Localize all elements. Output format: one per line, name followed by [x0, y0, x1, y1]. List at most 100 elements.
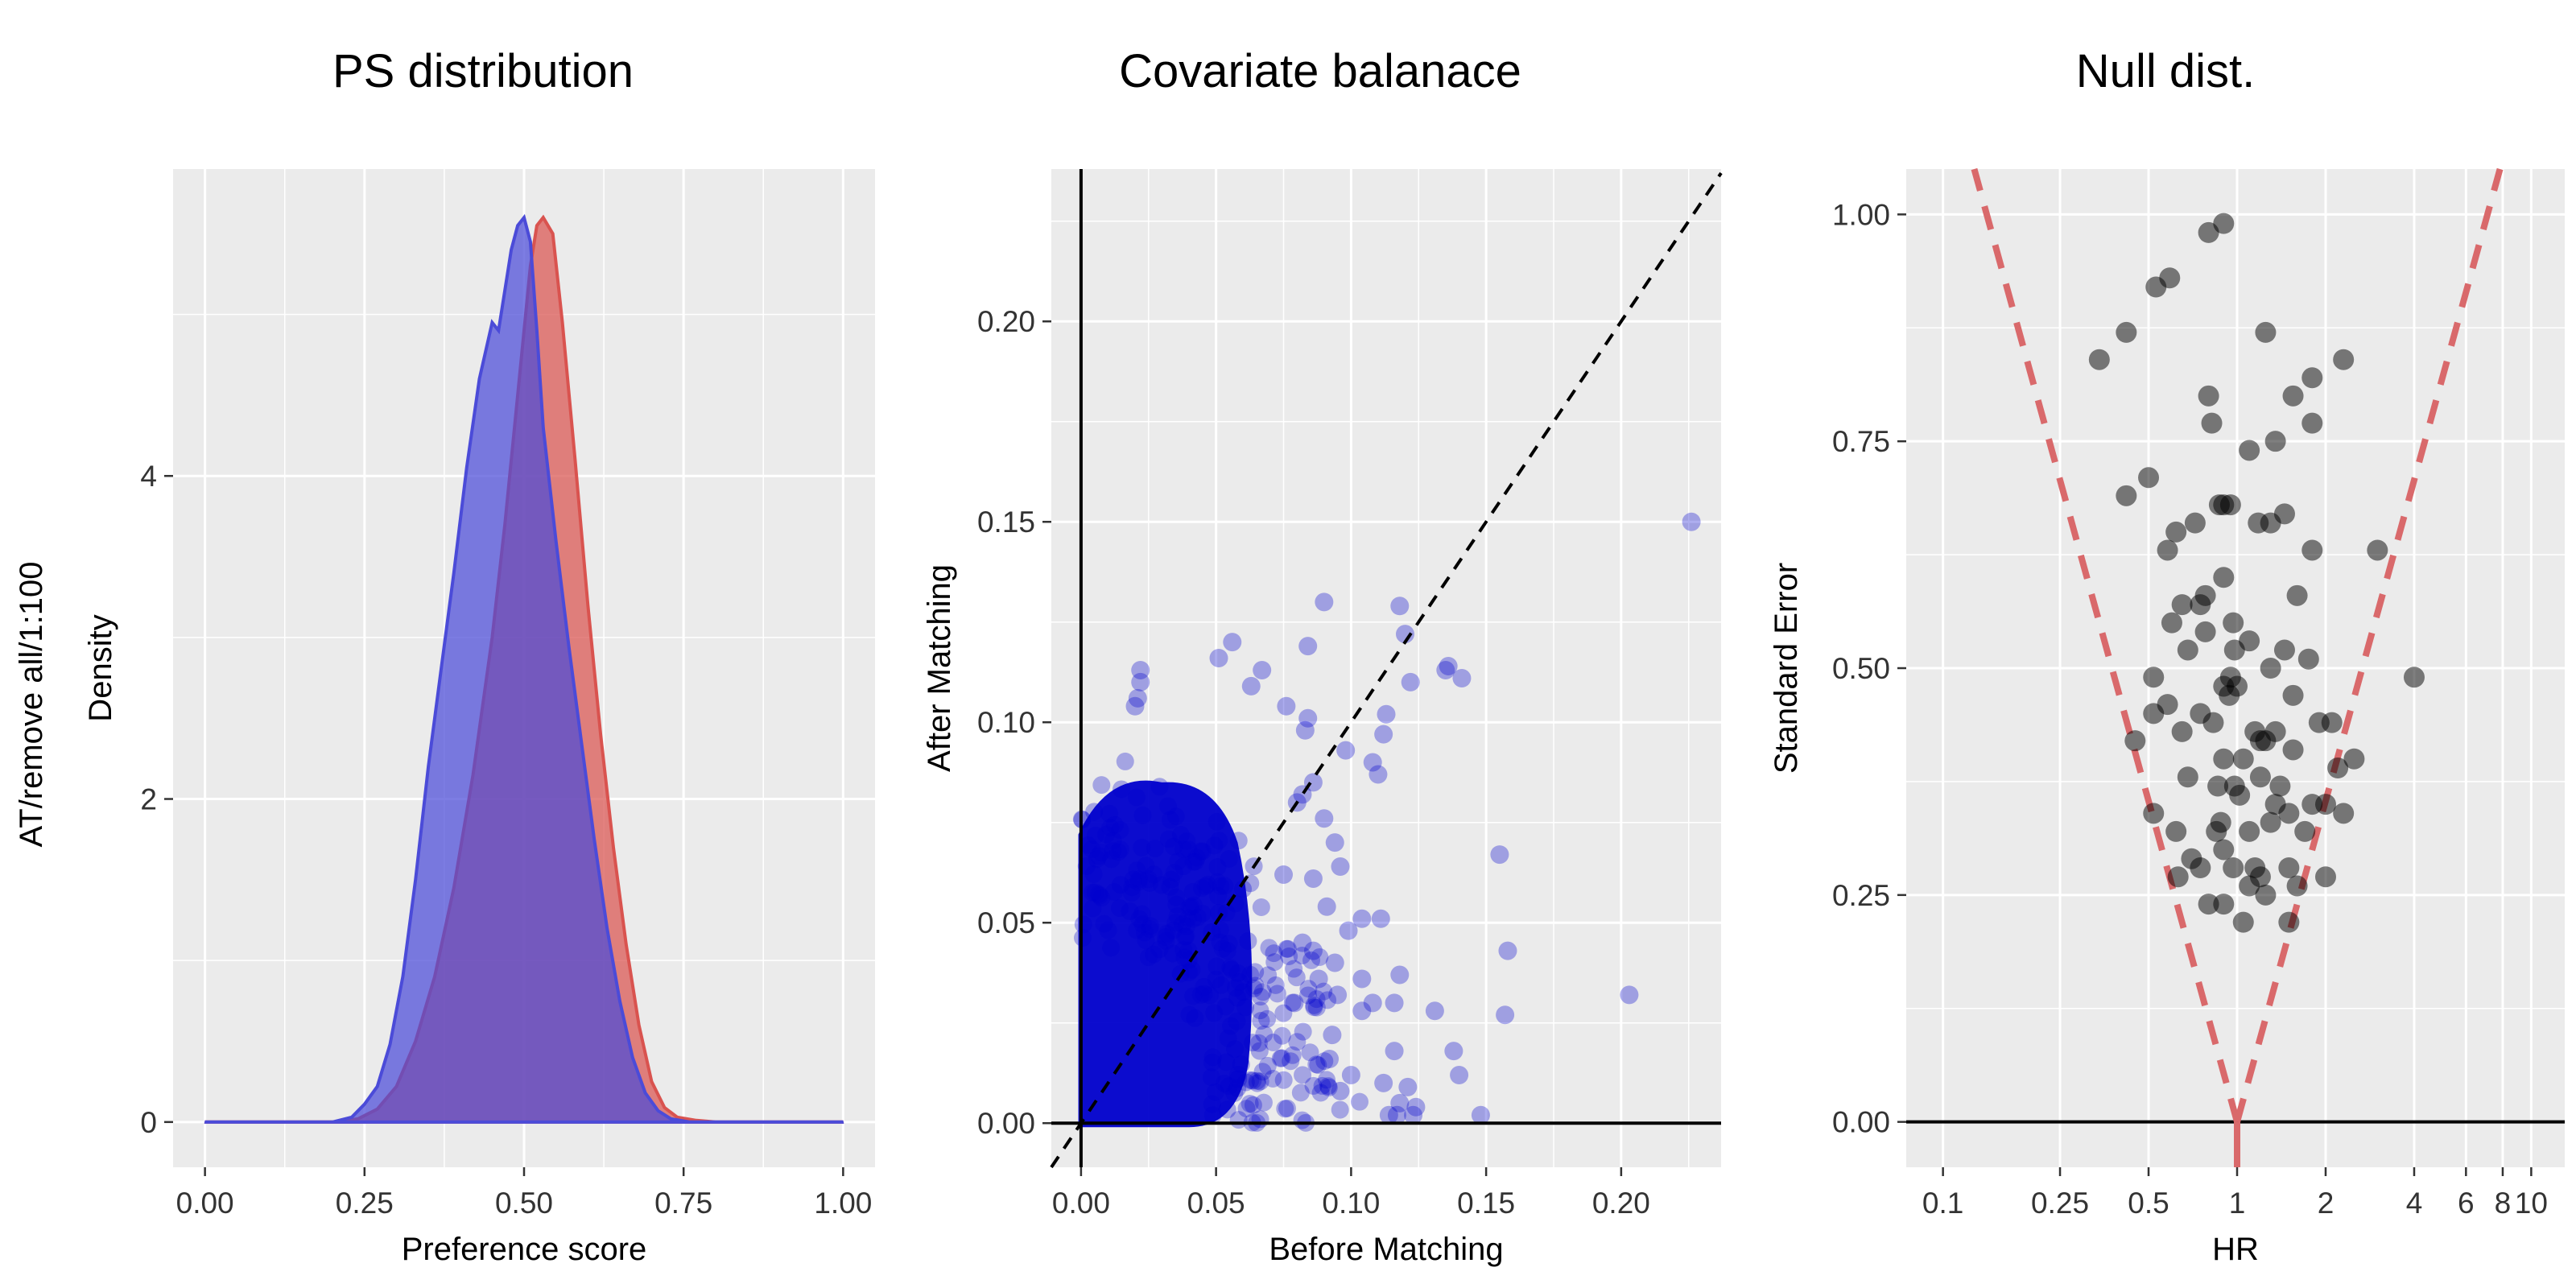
scatter-point — [2161, 612, 2182, 634]
scatter-point — [1166, 807, 1185, 826]
scatter-point — [1158, 797, 1177, 815]
scatter-point — [1210, 832, 1228, 850]
x-axis-ticks: 0.00 0.05 0.10 0.15 0.20 — [1052, 1167, 1650, 1220]
scatter-point — [1490, 845, 1509, 865]
scatter-point — [1196, 877, 1215, 895]
scatter-point — [1285, 960, 1303, 978]
x-tick-label: 0.15 — [1457, 1187, 1515, 1220]
scatter-point — [1092, 843, 1110, 861]
scatter-point — [1129, 873, 1148, 891]
scatter-point — [2321, 712, 2343, 733]
scatter-point — [2167, 866, 2189, 888]
y-axis-label: Standard Error — [1769, 563, 1804, 774]
scatter-point — [1303, 941, 1323, 960]
x-tick-label: 0.20 — [1592, 1187, 1650, 1220]
scatter-point — [1084, 865, 1103, 883]
scatter-point — [1164, 837, 1183, 856]
scatter-point — [1205, 1004, 1224, 1022]
scatter-point — [1387, 1105, 1406, 1125]
scatter-point — [1229, 1070, 1248, 1088]
scatter-point — [1232, 1055, 1250, 1074]
scatter-point — [2282, 385, 2304, 407]
scatter-point — [1301, 1043, 1319, 1062]
scatter-point — [1175, 948, 1194, 967]
scatter-point — [1221, 1017, 1240, 1035]
scatter-point — [1246, 963, 1265, 981]
scatter-point — [1395, 625, 1414, 644]
scatter-point — [1250, 1042, 1269, 1060]
scatter-point — [1218, 1100, 1236, 1119]
scatter-point — [1179, 909, 1197, 927]
scatter-point — [1283, 1046, 1302, 1064]
y-tick-label: 0.10 — [977, 706, 1035, 739]
scatter-point — [1203, 1095, 1221, 1113]
scatter-point — [1174, 840, 1192, 858]
scatter-point — [1374, 724, 1393, 744]
scatter-point — [1083, 840, 1101, 859]
scatter-point — [1105, 815, 1124, 834]
scatter-point — [1215, 1074, 1233, 1092]
x-tick-label: 8 — [2495, 1187, 2512, 1220]
scatter-point — [1254, 1093, 1273, 1112]
scatter-point — [1274, 1071, 1293, 1089]
scatter-point — [2219, 684, 2240, 706]
scatter-point — [1352, 969, 1372, 989]
y-tick-label: 0 — [140, 1106, 157, 1139]
y-axis-label: Density — [83, 614, 118, 721]
scatter-point — [2327, 758, 2349, 778]
scatter-point — [2343, 748, 2365, 770]
y-axis-label: After Matching — [922, 564, 957, 772]
scatter-point — [2223, 612, 2244, 634]
scatter-point — [1127, 788, 1146, 807]
x-tick-label: 0.00 — [1052, 1187, 1110, 1220]
scatter-point — [1208, 873, 1227, 891]
scatter-point — [1163, 944, 1182, 963]
scatter-point — [1371, 909, 1390, 928]
scatter-point — [1101, 819, 1120, 837]
scatter-point — [2301, 539, 2323, 561]
scatter-point — [1111, 899, 1129, 918]
scatter-point — [1220, 1077, 1238, 1096]
scatter-point — [1278, 1099, 1296, 1117]
chart-title: Null dist. — [2076, 45, 2255, 97]
scatter-point — [1130, 910, 1149, 928]
scatter-point — [1183, 910, 1202, 928]
scatter-point — [1253, 1063, 1272, 1081]
scatter-point — [2116, 321, 2137, 343]
scatter-point — [1088, 850, 1106, 869]
scatter-point — [1255, 1025, 1274, 1043]
scatter-point — [1209, 649, 1228, 668]
scatter-point — [1406, 1097, 1426, 1117]
scatter-point — [1682, 512, 1701, 531]
scatter-point — [1288, 1033, 1307, 1051]
scatter-point — [1193, 904, 1212, 923]
scatter-point — [1141, 917, 1160, 935]
scatter-point — [2207, 775, 2229, 797]
scatter-point — [1191, 985, 1210, 1004]
scatter-point — [1109, 843, 1128, 861]
scatter-point — [1363, 753, 1382, 772]
scatter-point — [1184, 896, 1203, 914]
scatter-point — [1271, 1049, 1290, 1067]
scatter-point — [1398, 1077, 1418, 1096]
scatter-point — [1186, 1009, 1204, 1027]
scatter-point — [1277, 696, 1296, 716]
scatter-point — [1385, 1042, 1404, 1061]
scatter-point — [1092, 776, 1111, 795]
scatter-point — [1280, 947, 1298, 965]
scatter-point — [2260, 658, 2281, 679]
scatter-point — [1234, 880, 1253, 898]
scatter-point — [2314, 794, 2336, 815]
scatter-points — [2088, 213, 2425, 933]
scatter-point — [1133, 806, 1152, 824]
scatter-point — [1111, 821, 1129, 840]
x-axis-label: Before Matching — [1269, 1232, 1503, 1267]
scatter-point — [1205, 836, 1224, 855]
scatter-point — [1259, 966, 1278, 985]
scatter-point — [1203, 1053, 1221, 1071]
x-tick-label: 0.05 — [1187, 1187, 1245, 1220]
scatter-point — [1218, 942, 1236, 960]
y-tick-label: 0.20 — [977, 305, 1035, 338]
scatter-point — [1246, 976, 1265, 995]
scatter-point — [1452, 668, 1472, 687]
